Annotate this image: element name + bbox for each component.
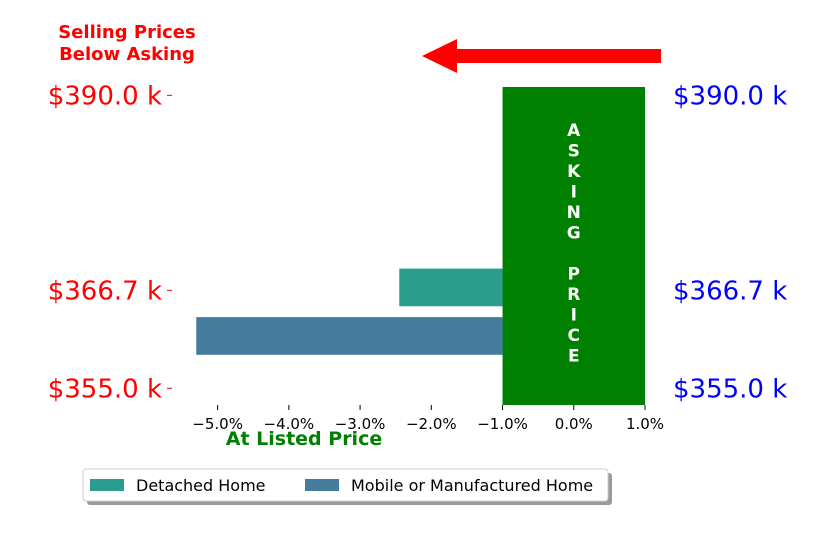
legend: Detached Home Mobile or Manufactured Hom… [82,468,612,505]
legend-label-detached: Detached Home [136,476,266,495]
left-arrow-icon [422,39,661,73]
bar-detached-home [399,268,503,307]
annotation-line-1: Selling Prices [58,22,195,43]
x-tick-label: −2.0% [406,415,457,433]
band-label-letter: I [571,183,577,203]
band-label-letter: E [568,347,580,367]
legend-label-mobile: Mobile or Manufactured Home [351,476,593,495]
y-tick-label-left: $390.0 k [48,81,162,111]
band-label-letter: I [571,306,577,326]
y-tick-label-right: $390.0 k [673,81,787,111]
x-tick-label: −4.0% [264,415,315,433]
x-tick-label: 0.0% [555,415,593,433]
y-tick-label-left: $366.7 k [48,276,162,306]
y-tick-label-right: $366.7 k [673,276,787,306]
band-label-letter: C [568,326,580,346]
legend-swatch-detached [90,479,124,491]
legend-swatch-mobile [305,479,339,491]
band-label-letter: G [567,224,581,244]
x-tick-label: 1.0% [626,415,664,433]
band-label-letter: A [567,121,581,141]
y-tick-label-right: $355.0 k [673,374,787,404]
y-tick-label-left: $355.0 k [48,374,162,404]
x-tick-label: −3.0% [335,415,386,433]
band-label-letter: P [568,265,580,285]
bar-mobile-home [196,317,503,355]
band-label-letter: S [568,142,580,162]
asking-price-band [502,87,645,405]
x-tick-label: −5.0% [192,415,243,433]
band-label-letter: N [567,203,581,223]
x-axis-label: At Listed Price [226,428,382,450]
annotation-line-2: Below Asking [59,44,195,65]
x-tick-label: −1.0% [477,415,528,433]
band-label-letter: K [567,162,581,182]
band-label-letter: R [567,285,580,305]
